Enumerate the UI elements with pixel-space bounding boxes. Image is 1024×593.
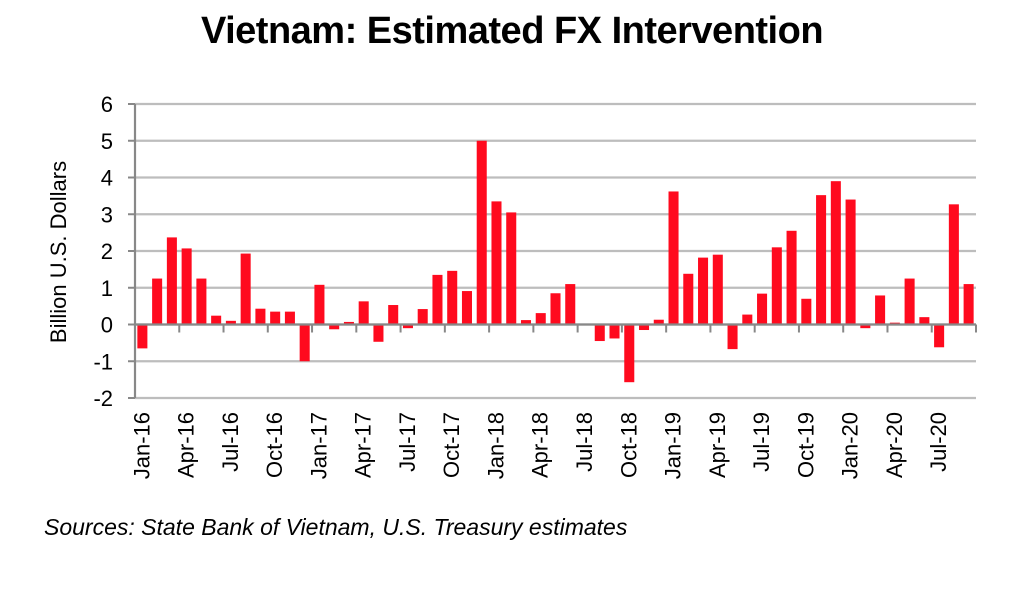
bar-Jan-18 xyxy=(491,201,502,325)
bar-Mar-20 xyxy=(875,295,886,325)
x-tick-label: Jul-20 xyxy=(926,412,951,472)
x-tick-label: Apr-20 xyxy=(882,412,907,478)
bar-Jul-17 xyxy=(402,324,413,329)
bar-Sep-17 xyxy=(432,274,443,325)
x-tick-label: Jan-19 xyxy=(661,412,686,479)
bar-Feb-19 xyxy=(683,273,694,325)
y-tick-label: 0 xyxy=(101,313,113,338)
x-tick-label: Jan-17 xyxy=(306,412,331,479)
y-tick-label: 6 xyxy=(101,92,113,117)
x-tick-label: Jan-20 xyxy=(838,412,863,479)
y-tick-label: -2 xyxy=(93,386,113,411)
bar-Jan-17 xyxy=(314,284,325,325)
x-tick-label: Jul-16 xyxy=(218,412,243,472)
y-tick-labels: 6 5 4 3 2 1 0 -1 -2 xyxy=(93,92,113,411)
bar-Nov-17 xyxy=(461,291,472,325)
bars xyxy=(137,140,974,383)
x-tick-label: Oct-16 xyxy=(262,412,287,478)
x-tick-label: Apr-18 xyxy=(528,412,553,478)
x-tick-label: Jan-16 xyxy=(129,412,154,479)
x-tick-labels: Jan-16 Apr-16 Jul-16 Oct-16 Jan-17 Apr-17 Jul-… xyxy=(129,412,951,479)
bar-Sep-19 xyxy=(786,230,797,325)
y-tick-label: 1 xyxy=(101,276,113,301)
bar-Oct-16 xyxy=(270,311,281,325)
bar-Feb-20 xyxy=(860,324,871,329)
bar-Dec-19 xyxy=(830,181,841,325)
bar-Apr-18 xyxy=(535,313,546,325)
y-tick-label: 5 xyxy=(101,129,113,154)
bar-Mar-16 xyxy=(166,237,177,325)
bar-Feb-16 xyxy=(152,278,163,325)
bar-Sep-18 xyxy=(609,324,620,339)
y-tick-label: -1 xyxy=(93,349,113,374)
x-tick-label: Jul-17 xyxy=(395,412,420,472)
x-tick-label: Oct-19 xyxy=(793,412,818,478)
bar-Jan-19 xyxy=(668,191,679,325)
bar-May-16 xyxy=(196,278,207,325)
bar-Mar-17 xyxy=(343,321,354,325)
bar-Feb-17 xyxy=(329,324,340,330)
bar-Jun-16 xyxy=(211,315,222,325)
bar-Jul-16 xyxy=(225,320,236,325)
bar-May-17 xyxy=(373,324,384,342)
bar-Aug-18 xyxy=(594,324,605,342)
y-tick-label: 3 xyxy=(101,202,113,227)
y-tick-label: 2 xyxy=(101,239,113,264)
x-tick-label: Apr-16 xyxy=(174,412,199,478)
bar-Jan-20 xyxy=(845,199,856,325)
bar-Mar-18 xyxy=(520,320,532,325)
bar-Jan-16 xyxy=(137,324,148,349)
bar-Apr-17 xyxy=(358,301,369,325)
x-tick-label: Oct-17 xyxy=(439,412,464,478)
bar-Aug-20 xyxy=(948,204,959,325)
bar-Apr-19 xyxy=(712,254,723,325)
bar-Jun-19 xyxy=(742,314,753,325)
bar-Oct-17 xyxy=(447,270,458,325)
bar-Sep-16 xyxy=(255,308,266,325)
bar-Nov-16 xyxy=(284,311,295,325)
bar-Apr-16 xyxy=(181,248,192,325)
x-tick-label: Jul-18 xyxy=(572,412,597,472)
bar-Oct-18 xyxy=(624,324,635,383)
y-tick-label: 4 xyxy=(101,166,113,191)
bar-Dec-18 xyxy=(653,319,664,325)
bar-Aug-17 xyxy=(417,309,428,325)
x-tick-label: Oct-18 xyxy=(616,412,641,478)
bar-Sep-20 xyxy=(963,284,974,325)
x-tick-label: Jul-19 xyxy=(749,412,774,472)
bar-Dec-17 xyxy=(476,140,487,325)
x-tick-label: Apr-19 xyxy=(705,412,730,478)
source-note: Sources: State Bank of Vietnam, U.S. Tre… xyxy=(44,514,628,540)
bar-Jul-20 xyxy=(934,324,945,348)
bar-Oct-19 xyxy=(801,298,812,325)
bar-Mar-19 xyxy=(698,257,709,325)
y-axis-title: Billion U.S. Dollars xyxy=(46,161,71,343)
bar-Jun-20 xyxy=(919,317,930,325)
bar-May-18 xyxy=(550,293,561,325)
bar-Feb-18 xyxy=(506,212,517,325)
bar-Aug-16 xyxy=(240,253,251,325)
bar-Jun-18 xyxy=(565,284,576,325)
bar-Nov-19 xyxy=(816,195,827,325)
bar-Nov-18 xyxy=(639,324,650,331)
bar-May-20 xyxy=(904,278,915,325)
bar-Jul-19 xyxy=(757,293,768,325)
bar-Aug-19 xyxy=(771,247,782,325)
bar-Jun-17 xyxy=(388,305,399,325)
bar-Dec-16 xyxy=(299,324,310,362)
x-tick-label: Apr-17 xyxy=(351,412,376,478)
x-tick-label: Jan-18 xyxy=(483,412,508,479)
bar-May-19 xyxy=(727,324,738,350)
axes xyxy=(128,103,977,399)
chart-title: Vietnam: Estimated FX Intervention xyxy=(200,10,824,52)
